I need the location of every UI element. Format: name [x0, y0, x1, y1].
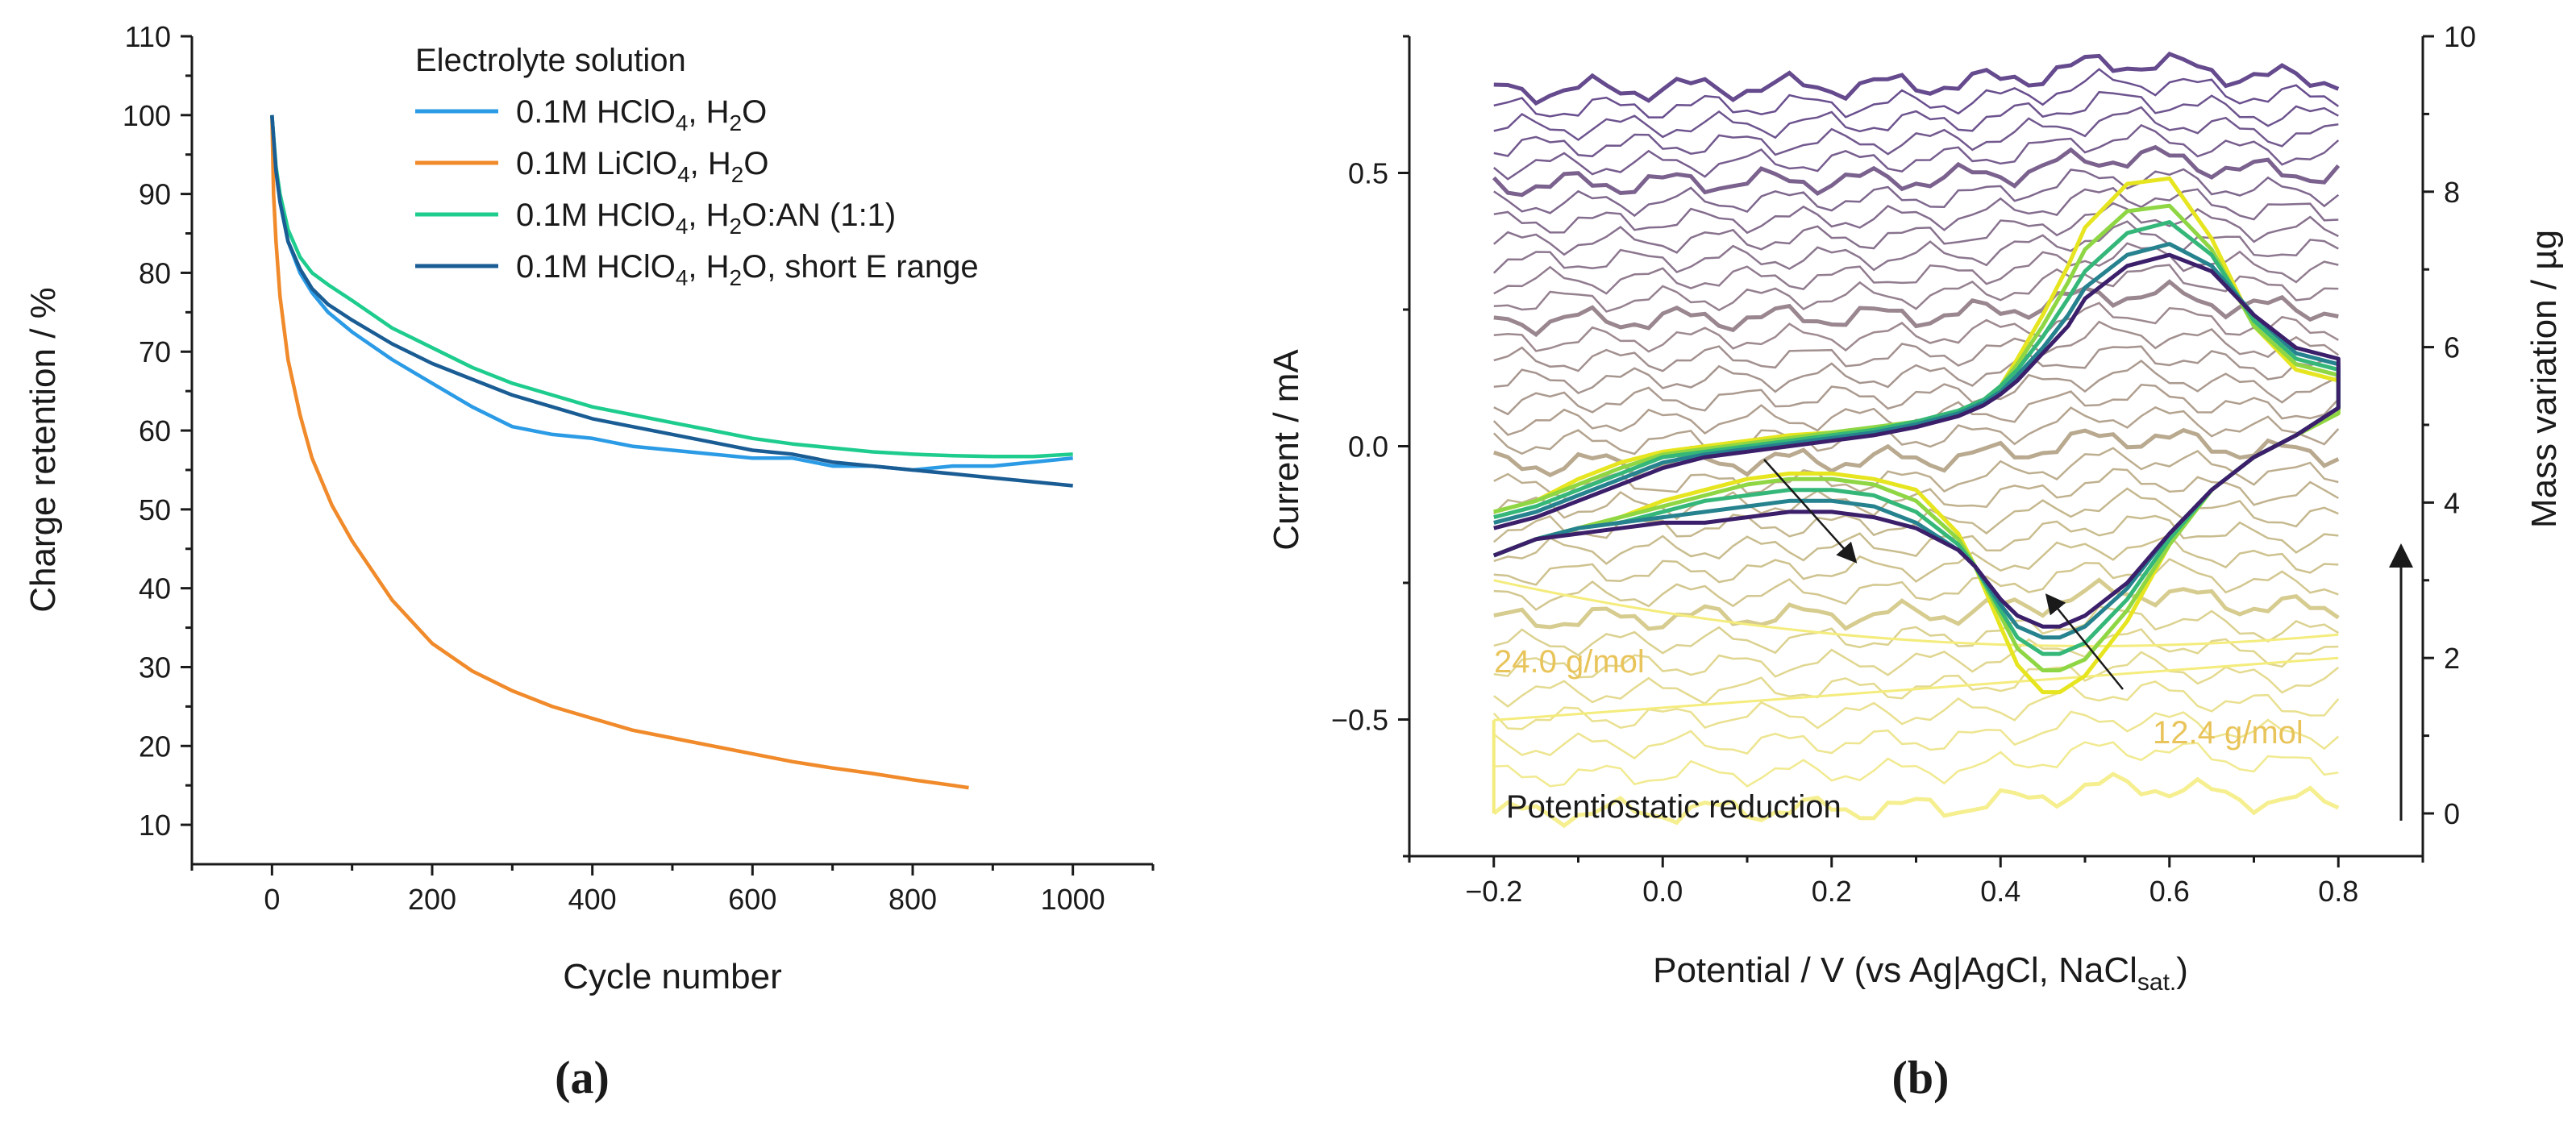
panel-b-mass-trace — [1493, 579, 2339, 647]
panel-a-plot-area — [270, 114, 1073, 790]
panel-a-y-tick-label: 50 — [139, 493, 171, 526]
panel-b-mass-trace — [1493, 605, 2339, 657]
panel-b-mass-trace — [1493, 534, 2339, 586]
panel-b-mass-trace — [1492, 144, 2341, 198]
panel-b-x-axis-label-main: Potential / V (vs Ag|AgCl, NaCl — [1653, 950, 2137, 990]
panel-b-mass-trace — [1492, 202, 2339, 256]
panel-a-y-tick-label: 100 — [123, 99, 171, 132]
panel-a-ticks: 0 200 400 600 800 1000 10 20 30 40 50 60 70 80 90 100 11… — [123, 20, 1155, 916]
panel-a-y-tick-label: 40 — [139, 572, 171, 605]
panel-b-y-tick-label-left: 0.5 — [1348, 157, 1388, 190]
panel-b-y-tick-label-left: −0.5 — [1331, 704, 1388, 737]
panel-b-x-tick-label: 0.0 — [1642, 875, 1683, 908]
panel-a-y-tick-label: 20 — [139, 730, 171, 763]
panel-b-mass-trace — [1493, 302, 2339, 353]
panel-b-mass-trace — [1493, 345, 2339, 395]
panel-b-mass-trace — [1493, 514, 2339, 565]
panel-a-x-axis-label: Cycle number — [563, 957, 781, 996]
panel-b-y-tick-label-right: 4 — [2444, 486, 2460, 519]
panel-b-ticks: −0.2 0.0 0.2 0.4 0.6 0.8 −0.5 0.0 0.5 0 2 4 6 8 10 — [1331, 20, 2476, 908]
panel-a-legend-entry: 0.1M HClO4, H2O — [516, 94, 767, 135]
panel-a-y-axis-label: Charge retention / % — [23, 287, 63, 613]
panel-b-mass-trace — [1493, 279, 2339, 338]
panel-b-mass-trace — [1493, 447, 2339, 499]
panel-b-mass-trace — [1493, 557, 2339, 611]
panel-b-mass-trace — [1492, 772, 2340, 829]
panel-b-cv-line-2 — [1492, 220, 2341, 656]
panel-a-legend-entry: 0.1M HClO4, H2O:AN (1:1) — [516, 198, 896, 239]
panel-b-mass-trace — [1493, 186, 2339, 235]
panel-b-mass-trace — [1493, 123, 2340, 181]
panel-b-mass-trace — [1493, 320, 2340, 372]
panel-a-y-tick-label: 90 — [139, 178, 171, 211]
panel-a-x-tick-label: 800 — [888, 883, 937, 916]
panel-a-y-tick-label: 30 — [139, 651, 171, 684]
panel-a-x-tick-label: 200 — [408, 883, 456, 916]
panel-a-x-tick-label: 400 — [568, 883, 617, 916]
panel-b-mass-trace — [1493, 741, 2339, 788]
panel-b-x-axis-label-sub: sat. — [2137, 969, 2176, 996]
panel-a-series-line-3 — [270, 114, 1073, 488]
panel-b-y-tick-label-left: 0.0 — [1348, 430, 1388, 464]
panel-b-mass-trace — [1493, 656, 2339, 722]
panel-b-x-tick-label: 0.8 — [2318, 875, 2358, 908]
panel-b-annotation-12g: 12.4 g/mol — [2153, 715, 2303, 751]
panel-b-y-axis-label-right: Mass variation / µg — [2524, 230, 2564, 528]
panel-b-mass-trace — [1493, 360, 2339, 416]
panel-b-mass-trace — [1493, 710, 2340, 760]
panel-b: −0.2 0.0 0.2 0.4 0.6 0.8 −0.5 0.0 0.5 0 2 4 6 8 10 Pot… — [1267, 20, 2564, 1104]
panel-b-annotation-24g: 24.0 g/mol — [1494, 644, 1645, 680]
panel-b-trend-arrow-reduction — [2045, 593, 2124, 690]
panel-b-x-tick-label: 0.4 — [1980, 875, 2020, 908]
panel-b-mass-traces — [1492, 51, 2341, 829]
panel-a-legend-entry: 0.1M HClO4, H2O, short E range — [516, 249, 979, 290]
panel-b-mass-trace — [1493, 651, 2340, 708]
panel-b-mass-trace — [1492, 406, 2340, 455]
panel-b-caption: (b) — [1892, 1051, 1950, 1104]
panel-b-mass-trace — [1493, 106, 2339, 158]
panel-b-y-tick-label-right: 8 — [2444, 176, 2460, 209]
panel-a-x-tick-label: 1000 — [1041, 883, 1105, 916]
panel-a-legend-title: Electrolyte solution — [415, 43, 686, 78]
panel-b-mass-trace — [1493, 628, 2339, 679]
panel-b-x-tick-label: 0.2 — [1812, 875, 1852, 908]
panel-a-x-tick-label: 0 — [264, 883, 280, 916]
panel-b-x-axis-label-end: ) — [2176, 950, 2188, 990]
panel-b-annotation-potentiostatic: Potentiostatic reduction — [1506, 789, 1841, 825]
panel-b-mass-trace — [1493, 68, 2340, 119]
panel-b-y-tick-label-right: 0 — [2444, 797, 2460, 830]
panel-b-cv-traces — [1492, 176, 2341, 695]
panel-b-x-axis-label: Potential / V (vs Ag|AgCl, NaClsat.) — [1653, 950, 2188, 996]
panel-b-mass-trace — [1493, 168, 2340, 218]
panel-a-caption: (a) — [555, 1051, 610, 1104]
panel-b-x-tick-label: 0.6 — [2149, 875, 2190, 908]
panel-a-y-tick-label: 110 — [125, 20, 171, 53]
panel-b-y-tick-label-right: 10 — [2444, 20, 2476, 53]
panel-a-y-tick-label: 80 — [139, 256, 171, 289]
panel-b-y-tick-label-right: 6 — [2444, 331, 2460, 364]
panel-b-y-axis-label-left: Current / mA — [1267, 349, 1306, 551]
panel-a-x-tick-label: 600 — [728, 883, 776, 916]
panel-a-y-tick-label: 70 — [139, 335, 171, 368]
panel-a-series-line-1 — [270, 114, 969, 790]
panel-b-y-tick-label-right: 2 — [2444, 642, 2460, 675]
panel-b-mass-trace — [1493, 577, 2340, 631]
panel-a-y-tick-label: 10 — [139, 809, 171, 842]
panel-a: 0 200 400 600 800 1000 10 20 30 40 50 60 70 80 90 100 11… — [23, 20, 1155, 1104]
panel-a-y-tick-label: 60 — [139, 414, 171, 447]
panel-b-mass-trace — [1493, 264, 2339, 313]
panel-b-trend-arrow-oxidation — [1763, 459, 1858, 564]
panel-b-cv-line-4 — [1492, 252, 2341, 629]
panel-b-mass-trace — [1493, 90, 2339, 142]
panel-b-x-tick-label: −0.2 — [1465, 875, 1522, 908]
panel-a-series-line-2 — [270, 114, 1073, 459]
panel-b-mass-trace — [1492, 680, 2340, 730]
panel-b-mass-trace — [1492, 468, 2339, 521]
panel-b-mass-trace — [1493, 51, 2340, 106]
panel-a-legend: Electrolyte solution 0.1M HClO4, H2O 0.1M… — [415, 43, 979, 290]
panel-a-legend-entry: 0.1M LiClO4, H2O — [516, 146, 768, 187]
